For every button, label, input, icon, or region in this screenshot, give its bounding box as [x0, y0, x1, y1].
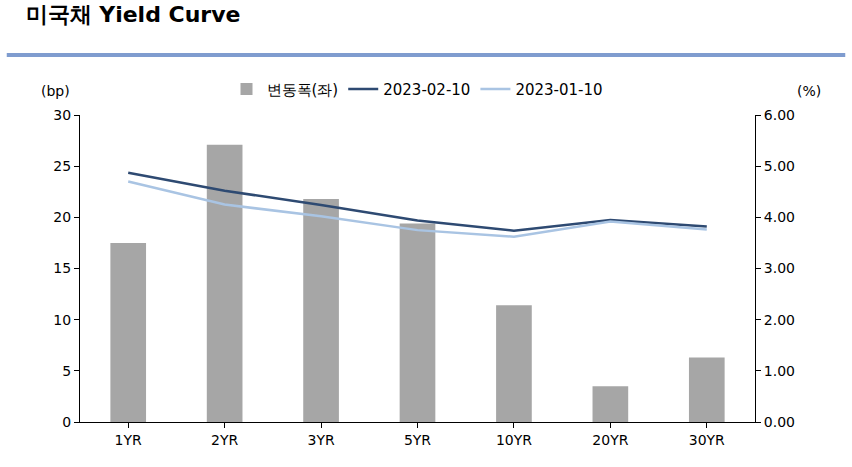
svg-text:30: 30 — [53, 107, 71, 123]
svg-text:1.00: 1.00 — [764, 363, 795, 379]
svg-text:5.00: 5.00 — [764, 158, 795, 174]
svg-text:(bp): (bp) — [41, 83, 70, 99]
svg-text:변동폭(좌): 변동폭(좌) — [267, 81, 339, 99]
svg-text:15: 15 — [53, 260, 71, 276]
svg-text:0: 0 — [62, 414, 71, 430]
svg-text:2023-01-10: 2023-01-10 — [515, 81, 602, 99]
svg-text:2.00: 2.00 — [764, 312, 795, 328]
svg-text:5: 5 — [62, 363, 71, 379]
svg-text:1YR: 1YR — [115, 432, 142, 448]
svg-text:2YR: 2YR — [211, 432, 238, 448]
svg-text:미국채 Yield Curve: 미국채 Yield Curve — [26, 2, 241, 27]
svg-text:25: 25 — [53, 158, 71, 174]
svg-text:10: 10 — [53, 312, 71, 328]
svg-text:20YR: 20YR — [592, 432, 628, 448]
svg-text:3.00: 3.00 — [764, 260, 795, 276]
svg-text:6.00: 6.00 — [764, 107, 795, 123]
svg-text:5YR: 5YR — [404, 432, 431, 448]
svg-text:20: 20 — [53, 209, 71, 225]
svg-text:2023-02-10: 2023-02-10 — [383, 81, 470, 99]
svg-text:0.00: 0.00 — [764, 414, 795, 430]
svg-text:(%): (%) — [797, 83, 821, 99]
svg-text:4.00: 4.00 — [764, 209, 795, 225]
svg-text:3YR: 3YR — [307, 432, 334, 448]
svg-text:30YR: 30YR — [689, 432, 725, 448]
svg-text:10YR: 10YR — [496, 432, 532, 448]
